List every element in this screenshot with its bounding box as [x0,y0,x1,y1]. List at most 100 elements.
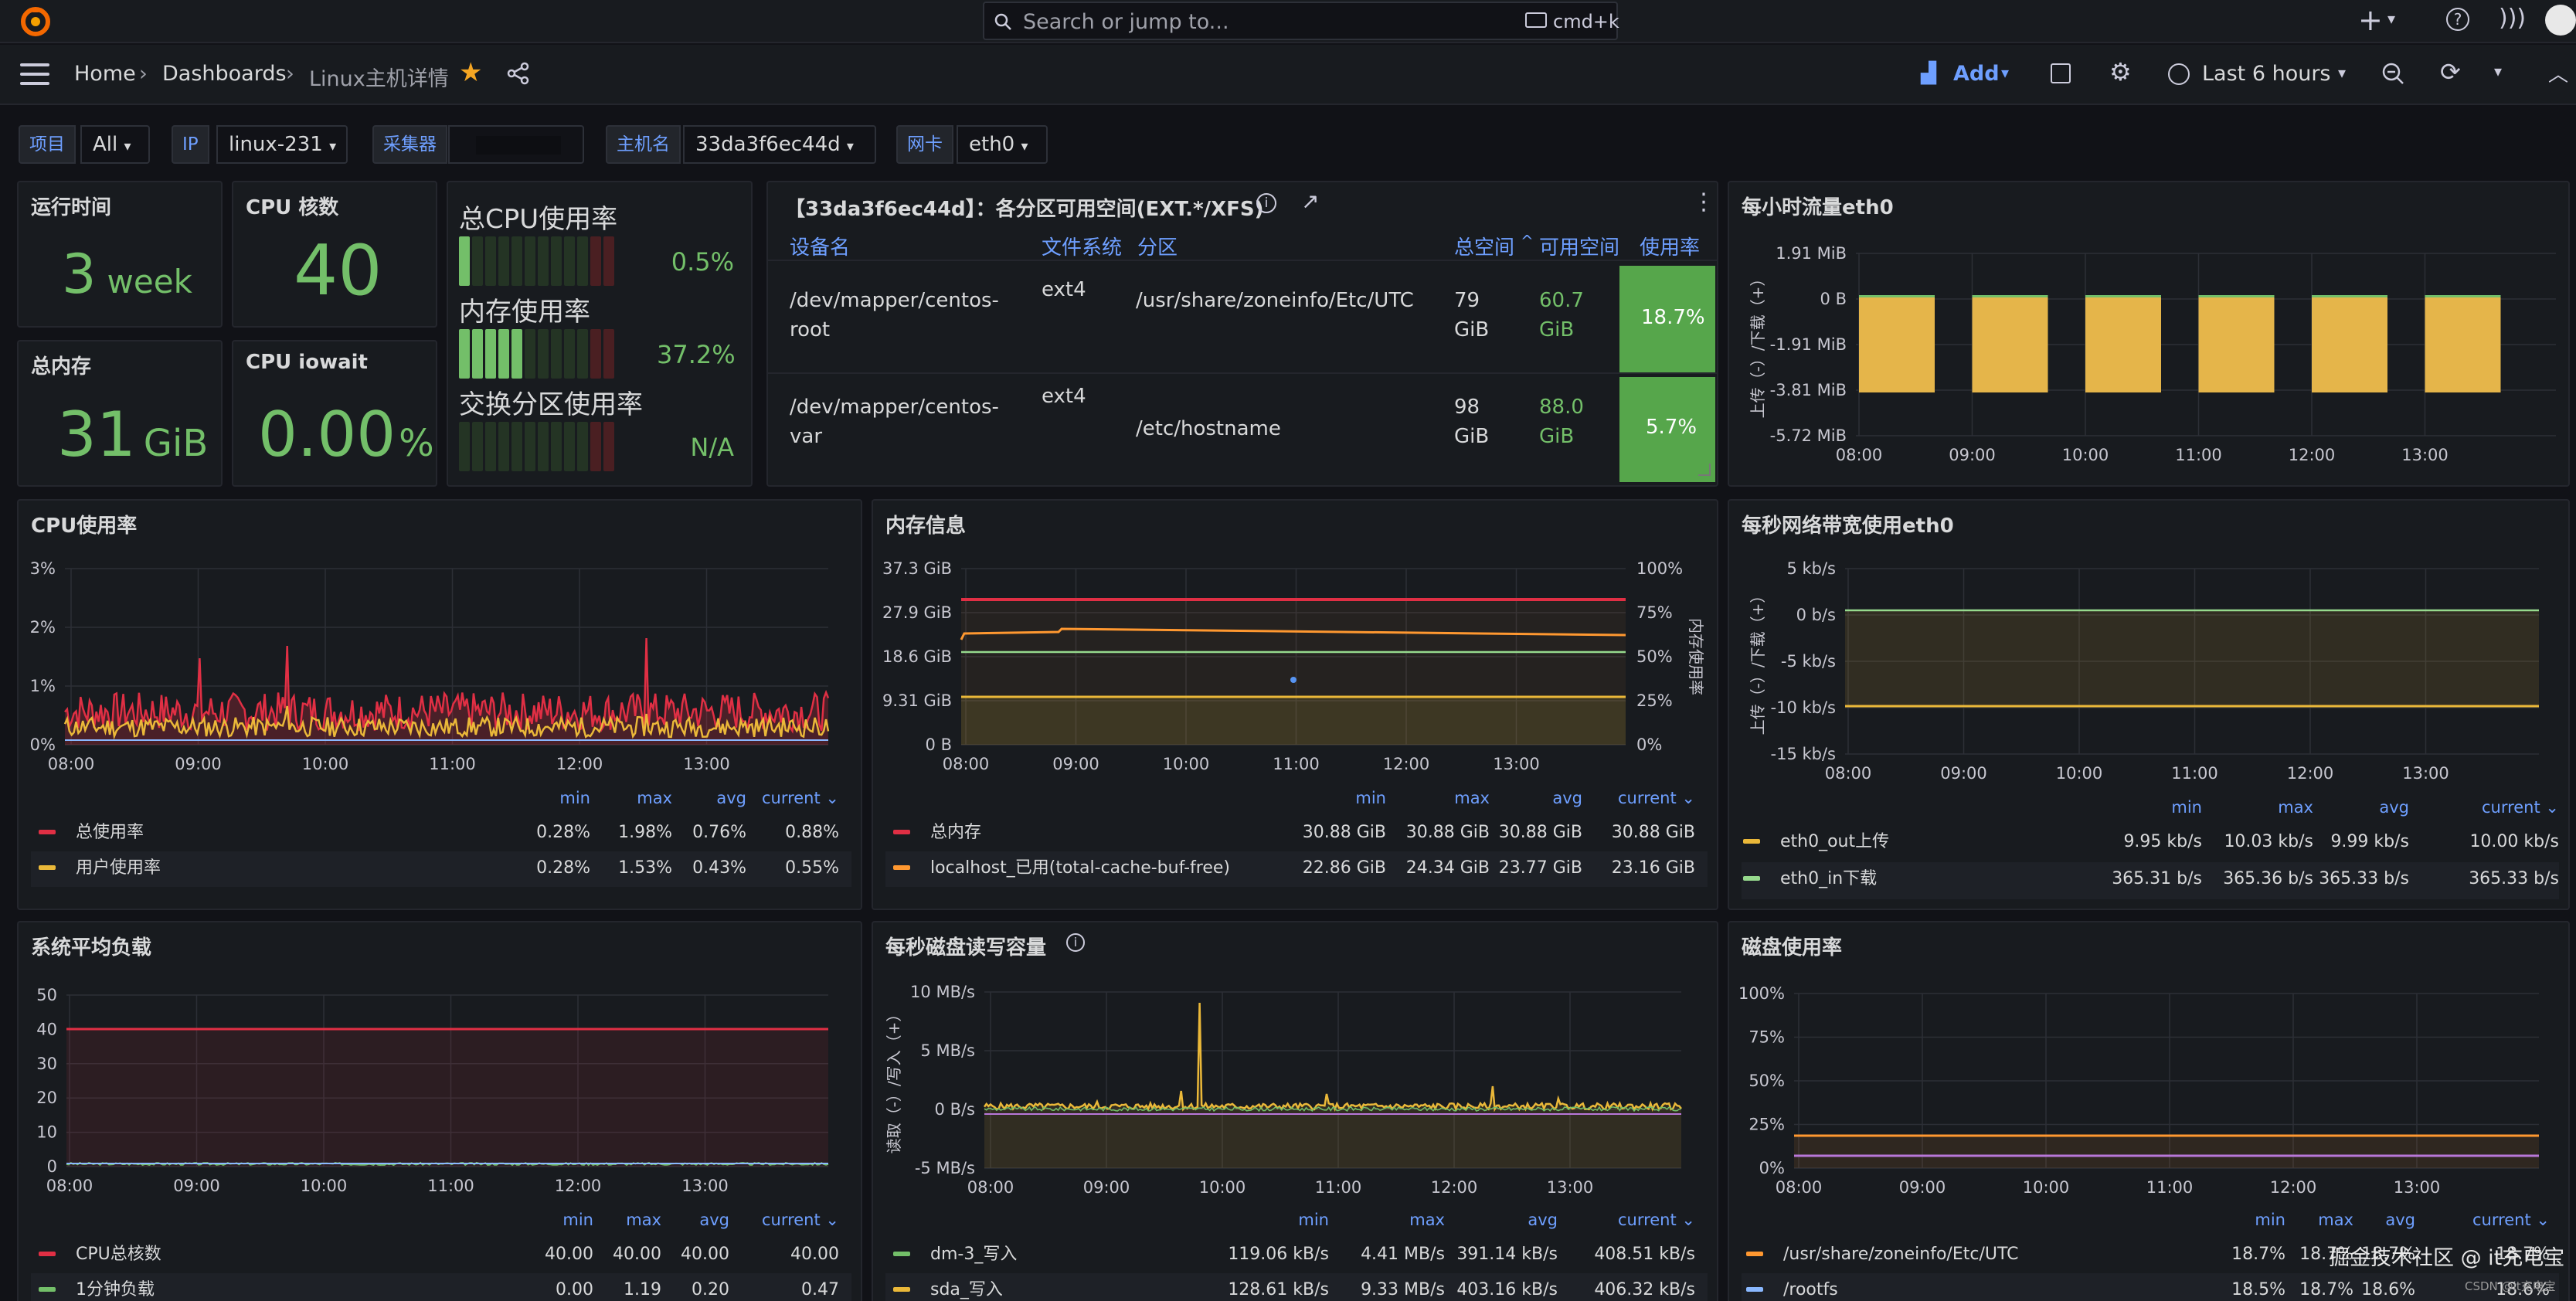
legend-value: 119.06 kB/s [1228,1245,1329,1264]
variable-select-collector[interactable] [448,125,584,164]
hourly-traffic-panel[interactable]: 每小时流量eth0 1.91 MiB 0 B -1.91 MiB -3.81 MiB -… [1728,181,2570,487]
series-fill [1845,610,2539,706]
load-panel[interactable]: 系统平均负载 50 40 30 20 10 0 08:00 09:00 10:00 11:00 12… [17,921,862,1301]
chevron-down-icon: ▾ [846,138,854,155]
cell-available: GiB [1539,318,1575,341]
stat-panel-uptime[interactable]: 运行时间 3 week [17,181,223,328]
table-resize-handle[interactable] [1698,464,1711,476]
variable-label-nic: 网卡 [896,125,953,164]
traffic-bar [2425,297,2501,392]
breadcrumb-dashboards[interactable]: Dashboards [162,62,287,86]
x-tick-label: 09:00 [1083,1178,1130,1197]
legend-value: 365.36 b/s [2223,869,2313,888]
variable-select-nic[interactable]: eth0 ▾ [957,125,1048,164]
column-header-total[interactable]: 总空间 [1454,236,1515,260]
time-range-label: Last 6 hours [2202,62,2331,86]
panel-title: 磁盘使用率 [1742,936,1843,960]
save-icon[interactable] [2051,63,2071,83]
add-panel-icon: ▟ [1921,62,1936,85]
stat-panel-iowait[interactable]: CPU iowait 0.00% [232,340,437,487]
legend-value: 10.03 kb/s [2224,832,2313,851]
legend-value: 18.7% [2299,1245,2353,1264]
bandwidth-panel[interactable]: 每秒网络带宽使用eth0 5 kb/s 0 b/s -5 kb/s -10 kb/s -… [1728,499,2570,910]
y-tick-label: -10 kb/s [1771,698,1836,717]
x-tick-label: 10:00 [2056,764,2103,783]
breadcrumb-home[interactable]: Home [74,62,136,86]
panel-title: 每小时流量eth0 [1742,196,1894,219]
hourly-traffic-chart: 1.91 MiB 0 B -1.91 MiB -3.81 MiB -5.72 MiB08… [1748,244,2556,464]
legend-value: 9.33 MB/s [1361,1280,1445,1299]
legend-swatch [1746,1287,1763,1292]
search-shortcut: cmd+k [1553,11,1619,32]
traffic-bar-top [1972,295,2048,297]
search-bar[interactable]: Search or jump to... cmd+k [983,2,1619,40]
settings-gear-icon[interactable]: ⚙ [2109,57,2132,87]
info-icon[interactable]: i [1256,193,1276,213]
legend-header: current ⌄ [1618,789,1695,807]
stat-unit: week [107,263,192,301]
column-header-fs[interactable]: 文件系统 [1042,236,1123,260]
y-tick-label: 0 B [1820,290,1847,308]
collapse-chevron-icon[interactable]: ︿ [2548,63,2569,87]
variable-select-project[interactable]: All ▾ [80,125,150,164]
legend-series-name: eth0_out上传 [1780,832,1889,851]
series-fill [1794,1136,2539,1168]
info-icon[interactable]: i [1066,933,1085,952]
memory-panel[interactable]: 内存信息 37.3 GiB 27.9 GiB 18.6 GiB 9.31 GiB 0 B… [872,499,1718,910]
grafana-logo-icon[interactable] [19,5,53,39]
zoom-out-icon[interactable] [2381,62,2404,85]
gauge-cell [472,329,483,379]
disk-usage-panel[interactable]: 磁盘使用率 100% 75% 50% 25% 0% 08:00 09:00 10:00 11:0… [1728,921,2570,1301]
star-icon[interactable]: ★ [459,57,483,88]
external-link-icon[interactable]: ↗ [1301,189,1320,214]
column-header-usage[interactable]: 使用率 [1640,236,1701,260]
refresh-icon[interactable]: ⟳ [2440,57,2461,87]
legend-swatch [1743,839,1760,844]
y-tick-label: -5 kb/s [1781,652,1836,671]
news-rss-icon[interactable]: ))) [2499,5,2527,32]
cell-mount: /etc/hostname [1136,417,1281,440]
stat-panel-cpu-cores[interactable]: CPU 核数 40 [232,181,437,328]
variable-select-hostname[interactable]: 33da3f6ec44d ▾ [683,125,876,164]
variables-bar: 项目 All ▾ IP linux-231 ▾ 采集器 主机名 33da3f6e… [0,107,2576,181]
y-tick-label: 75% [1748,1028,1785,1047]
x-tick-label: 13:00 [2401,446,2449,464]
variable-value: All [93,133,118,156]
column-header-device[interactable]: 设备名 [790,236,851,260]
x-tick-label: 09:00 [1899,1178,1946,1197]
variable-label-ip: IP [172,125,209,164]
traffic-bar [2198,297,2275,392]
stat-unit: GiB [143,422,209,465]
variable-value: linux-231 [229,133,323,156]
column-header-available[interactable]: 可用空间 [1539,236,1620,260]
gauge-cell [525,422,535,471]
plus-icon[interactable]: + [2358,3,2383,37]
traffic-bar [2085,297,2161,392]
stat-panel-total-memory[interactable]: 总内存 31 GiB [17,340,223,487]
cpu-usage-panel[interactable]: CPU使用率 3% 2% 1% 0% 08:00 09:00 10:00 11:00 12:00… [17,499,862,910]
menu-icon[interactable] [20,63,49,85]
usage-value: 18.7% [1641,306,1705,329]
disk-io-panel[interactable]: 每秒磁盘读写容量 i 10 MB/s 5 MB/s 0 B/s -5 MB/s 08:0… [872,921,1718,1301]
gauge-cells-memory [459,329,618,379]
share-icon[interactable] [507,62,530,85]
legend-header: current ⌄ [1618,1211,1695,1229]
chevron-down-icon[interactable]: ▾ [2494,62,2503,80]
column-header-mount[interactable]: 分区 [1137,236,1178,260]
disk-table-panel[interactable]: 【33da3f6ec44d】：各分区可用空间(EXT.*/XFS) i ↗ ⋮ … [766,181,1718,487]
user-avatar[interactable] [2545,5,2576,36]
y-tick-label: 18.6 GiB [882,647,952,666]
chevron-down-icon[interactable]: ▾ [2387,9,2396,28]
help-icon[interactable]: ? [2446,8,2469,31]
variable-select-ip[interactable]: linux-231 ▾ [216,125,348,164]
stat-value: 31 GiB [57,399,208,470]
legend-value: 18.7% [2361,1245,2415,1264]
legend-header: min [2255,1211,2285,1229]
disk-usage-chart: 100% 75% 50% 25% 0%08:00 09:00 10:00 11:00 12:00… [1738,984,2559,1301]
y-axis-label: 读取（-）/写入（+） [885,1007,903,1154]
legend-header: min [2171,798,2202,817]
stat-number: 3 [62,243,97,306]
panel-menu-icon[interactable]: ⋮ [1692,189,1715,216]
bargauge-panel[interactable]: 总CPU使用率 0.5% 内存使用率 37.2% 交换分区使用率 N/A [447,181,753,487]
y-tick-label: -3.81 MiB [1770,381,1847,399]
